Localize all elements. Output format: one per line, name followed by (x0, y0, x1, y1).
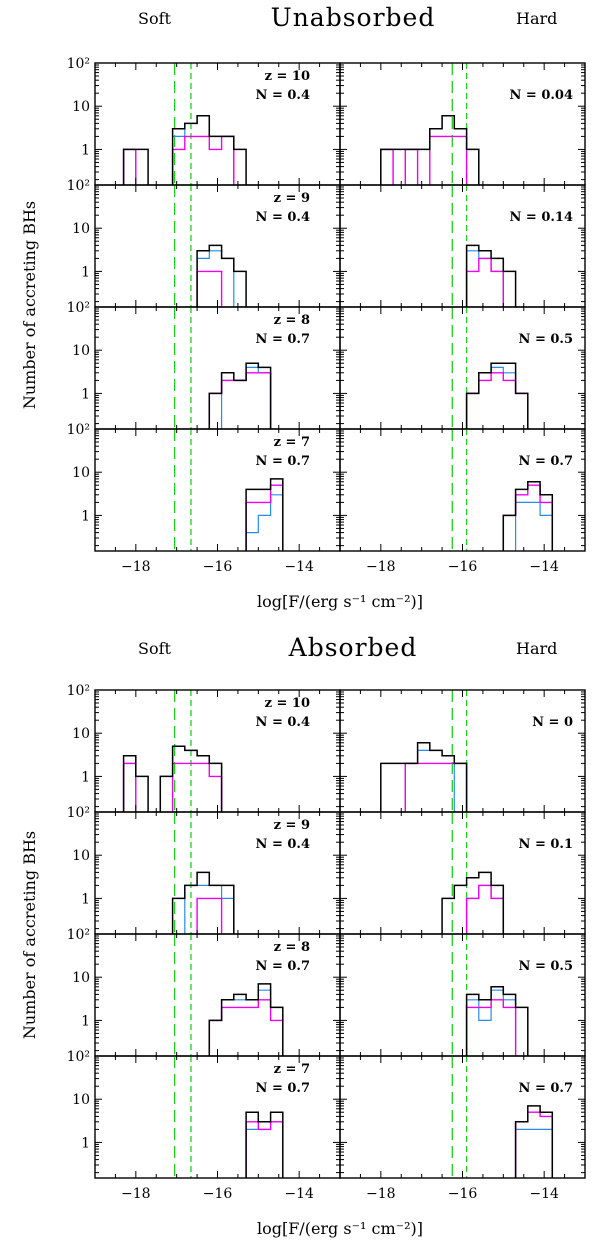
p2-r3-hard-n-label: N = 0.5 (519, 959, 573, 974)
p2-r1-y-tick-label: 1 (81, 769, 90, 785)
panel-1-soft-label: Soft (138, 9, 172, 28)
p2-col1-x-tick-label: −16 (203, 1186, 233, 1202)
p1-r2-hard-n-label: N = 0.14 (510, 210, 574, 225)
p2-r4-soft-hist-total (245, 1111, 284, 1178)
p1-r3-soft-hist-total (208, 362, 272, 429)
p2-r3-y-tick-label: 10² (67, 927, 90, 943)
p2-r1-hard-n-label: N = 0 (532, 715, 573, 730)
p2-r1-y-tick-label: 10 (72, 726, 90, 742)
panel-1-ylabel: Number of accreting BHs (20, 201, 39, 409)
p1-r3-hard-n-label: N = 0.5 (519, 332, 573, 347)
p2-r4-y-tick-label: 10² (67, 1049, 90, 1065)
p2-r1-soft-n-label: N = 0.4 (256, 715, 310, 730)
p2-r2-y-tick-label: 1 (81, 891, 90, 907)
p1-r3-y-tick-label: 10 (72, 343, 90, 359)
p2-r3-y-tick-label: 10 (72, 970, 90, 986)
panel-2-hard-label: Hard (516, 639, 557, 658)
p1-r3-y-tick-label: 1 (81, 386, 90, 402)
p1-col1-x-tick-label: −14 (284, 559, 314, 575)
p1-col1-x-tick-label: −16 (203, 559, 233, 575)
p1-r4-y-tick-label: 1 (81, 508, 90, 524)
panel-1-hard-label: Hard (516, 9, 557, 28)
p1-r3-soft-n-label: N = 0.7 (256, 332, 310, 347)
p2-col2-x-tick-label: −14 (529, 1186, 559, 1202)
p2-r3-hard-hist-total (465, 986, 529, 1056)
p2-r4-hard-hist-total (514, 1105, 554, 1178)
p1-r4-hard-n-label: N = 0.7 (519, 454, 573, 469)
plot-area: z = 10 N = 0.4 N = 0.04 10² 10 1 z = 9 N = 0.4 N… (67, 56, 586, 1202)
p1-r4-soft-hist-blue (245, 494, 284, 551)
p2-r1-hard-hist-total (380, 742, 468, 812)
p2-r4-hard-n-label: N = 0.7 (519, 1081, 573, 1096)
p1-r2-hard-hist-total (465, 244, 517, 307)
p2-r3-soft-z-label: z = 8 (274, 940, 310, 955)
p1-r2-y-tick-label: 10² (67, 178, 90, 194)
p1-r4-soft-z-label: z = 7 (274, 435, 310, 450)
p1-r1-y-tick-label: 10² (67, 56, 90, 72)
p2-r4-y-tick-label: 1 (81, 1135, 90, 1151)
panel-1-title: Unabsorbed (271, 3, 436, 32)
p2-r2-hard-n-label: N = 0.1 (519, 837, 573, 852)
p2-r4-soft-n-label: N = 0.7 (256, 1081, 310, 1096)
p2-r2-hard-hist-magenta (465, 884, 504, 934)
p2-r3-soft-hist-total (208, 983, 284, 1056)
p1-r1-hard-n-label: N = 0.04 (510, 88, 574, 103)
p2-col1-x-tick-label: −18 (121, 1186, 151, 1202)
panel-2-xlabel: log[F/(erg s⁻¹ cm⁻²)] (257, 1219, 423, 1238)
p2-col2-x-tick-label: −18 (366, 1186, 396, 1202)
p2-r2-soft-z-label: z = 9 (274, 818, 310, 833)
p1-col2-x-tick-label: −14 (529, 559, 559, 575)
p2-r3-y-tick-label: 1 (81, 1013, 90, 1029)
p2-r2-soft-hist-total (171, 871, 235, 934)
p2-r1-soft-hist-total (122, 745, 223, 812)
p1-r4-hard-frame (339, 428, 586, 552)
p1-r3-y-tick-label: 10² (67, 300, 90, 316)
p1-r1-y-tick-label: 1 (81, 142, 90, 158)
p1-r3-soft-z-label: z = 8 (274, 313, 310, 328)
p1-r4-soft-hist-total (245, 478, 284, 551)
p2-col1-x-tick-label: −14 (284, 1186, 314, 1202)
p2-r4-y-tick-label: 10 (72, 1092, 90, 1108)
p2-col2-x-tick-label: −16 (448, 1186, 478, 1202)
p1-r2-soft-z-label: z = 9 (274, 191, 310, 206)
p2-r1-soft-z-label: z = 10 (265, 696, 310, 711)
panel-2-soft-label: Soft (138, 639, 172, 658)
p1-r4-y-tick-label: 10 (72, 465, 90, 481)
p2-r4-hard-frame (339, 1055, 586, 1179)
p1-r2-y-tick-label: 10 (72, 221, 90, 237)
panel-2-title: Absorbed (288, 633, 418, 662)
p1-r4-hard-hist-total (502, 481, 554, 551)
p1-r1-soft-n-label: N = 0.4 (256, 88, 310, 103)
p2-r2-soft-hist-magenta (196, 897, 223, 934)
p1-r4-y-tick-label: 10² (67, 422, 90, 438)
p1-r2-soft-n-label: N = 0.4 (256, 210, 310, 225)
p2-r4-soft-hist-magenta (245, 1121, 284, 1178)
p2-r3-soft-n-label: N = 0.7 (256, 959, 310, 974)
p1-r1-y-tick-label: 10 (72, 99, 90, 115)
p1-col2-x-tick-label: −16 (448, 559, 478, 575)
p1-r1-soft-z-label: z = 10 (265, 69, 310, 84)
panel-1-xlabel: log[F/(erg s⁻¹ cm⁻²)] (257, 592, 423, 611)
p1-r1-soft-hist-total (122, 115, 247, 185)
p2-r4-soft-z-label: z = 7 (274, 1062, 310, 1077)
p1-r2-y-tick-label: 1 (81, 264, 90, 280)
p2-r1-y-tick-label: 10² (67, 683, 90, 699)
p1-col2-x-tick-label: −18 (366, 559, 396, 575)
p1-col1-x-tick-label: −18 (121, 559, 151, 575)
p2-r2-y-tick-label: 10 (72, 848, 90, 864)
panel-2-ylabel: Number of accreting BHs (20, 831, 39, 1039)
p2-r2-soft-n-label: N = 0.4 (256, 837, 310, 852)
p1-r1-hard-hist-total (380, 115, 480, 185)
p2-r2-hard-hist-total (441, 871, 505, 934)
p1-r4-soft-n-label: N = 0.7 (256, 454, 310, 469)
p1-r3-hard-hist-total (465, 362, 529, 429)
p1-r2-soft-hist-total (196, 244, 247, 307)
p2-r2-y-tick-label: 10² (67, 805, 90, 821)
p1-r2-hard-hist-magenta (465, 257, 504, 307)
